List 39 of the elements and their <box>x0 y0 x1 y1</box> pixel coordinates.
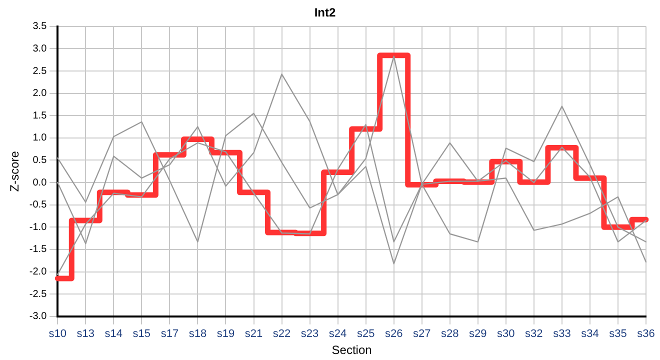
x-tick-label: s14 <box>104 328 123 340</box>
x-axis-title: Section <box>332 343 372 358</box>
y-tick-label: -1.5 <box>29 244 48 256</box>
y-tick-label: 3.5 <box>32 21 48 32</box>
y-axis-title: Z-score <box>8 150 22 192</box>
x-tick-label: s28 <box>441 328 459 340</box>
x-tick-label: s30 <box>497 328 515 340</box>
x-tick-label: s24 <box>328 328 347 340</box>
x-tick-label: s29 <box>469 328 487 340</box>
x-tick-label: s34 <box>581 328 599 340</box>
x-tick-label: s17 <box>160 328 179 340</box>
x-tick-label: s21 <box>244 328 263 340</box>
y-tick-label: 2.5 <box>32 66 48 77</box>
x-tick-label: s13 <box>76 328 95 340</box>
x-tick-label: s32 <box>525 328 543 340</box>
y-tick-label: -1.0 <box>29 222 48 233</box>
y-tick-label: 1.0 <box>32 132 48 144</box>
x-tick-label: s26 <box>384 328 403 340</box>
x-tick-label: s35 <box>609 328 627 340</box>
x-tick-label: s23 <box>300 328 319 340</box>
y-tick-label: -2.0 <box>29 266 48 278</box>
x-tick-label: s18 <box>188 328 207 340</box>
y-tick-label: 1.5 <box>32 110 48 122</box>
y-tick-label: 3.0 <box>32 43 48 54</box>
x-tick-label: s25 <box>356 328 375 340</box>
y-tick-label: -2.5 <box>29 288 48 300</box>
x-tick-label: s19 <box>216 328 235 340</box>
x-tick-label: s27 <box>412 328 431 340</box>
y-tick-label: 0.0 <box>32 177 48 188</box>
x-tick-label: s36 <box>637 328 655 340</box>
y-tick-label: -3.0 <box>29 311 48 322</box>
x-tick-label: s22 <box>272 328 291 340</box>
y-tick-label: -0.5 <box>29 200 48 211</box>
y-tick-label: 0.5 <box>32 154 48 166</box>
chart-title: Int2 <box>314 6 336 20</box>
x-tick-label: s10 <box>48 328 67 340</box>
y-tick-label: 2.0 <box>32 88 48 100</box>
x-tick-label: s15 <box>132 328 151 340</box>
x-tick-label: s33 <box>553 328 571 340</box>
